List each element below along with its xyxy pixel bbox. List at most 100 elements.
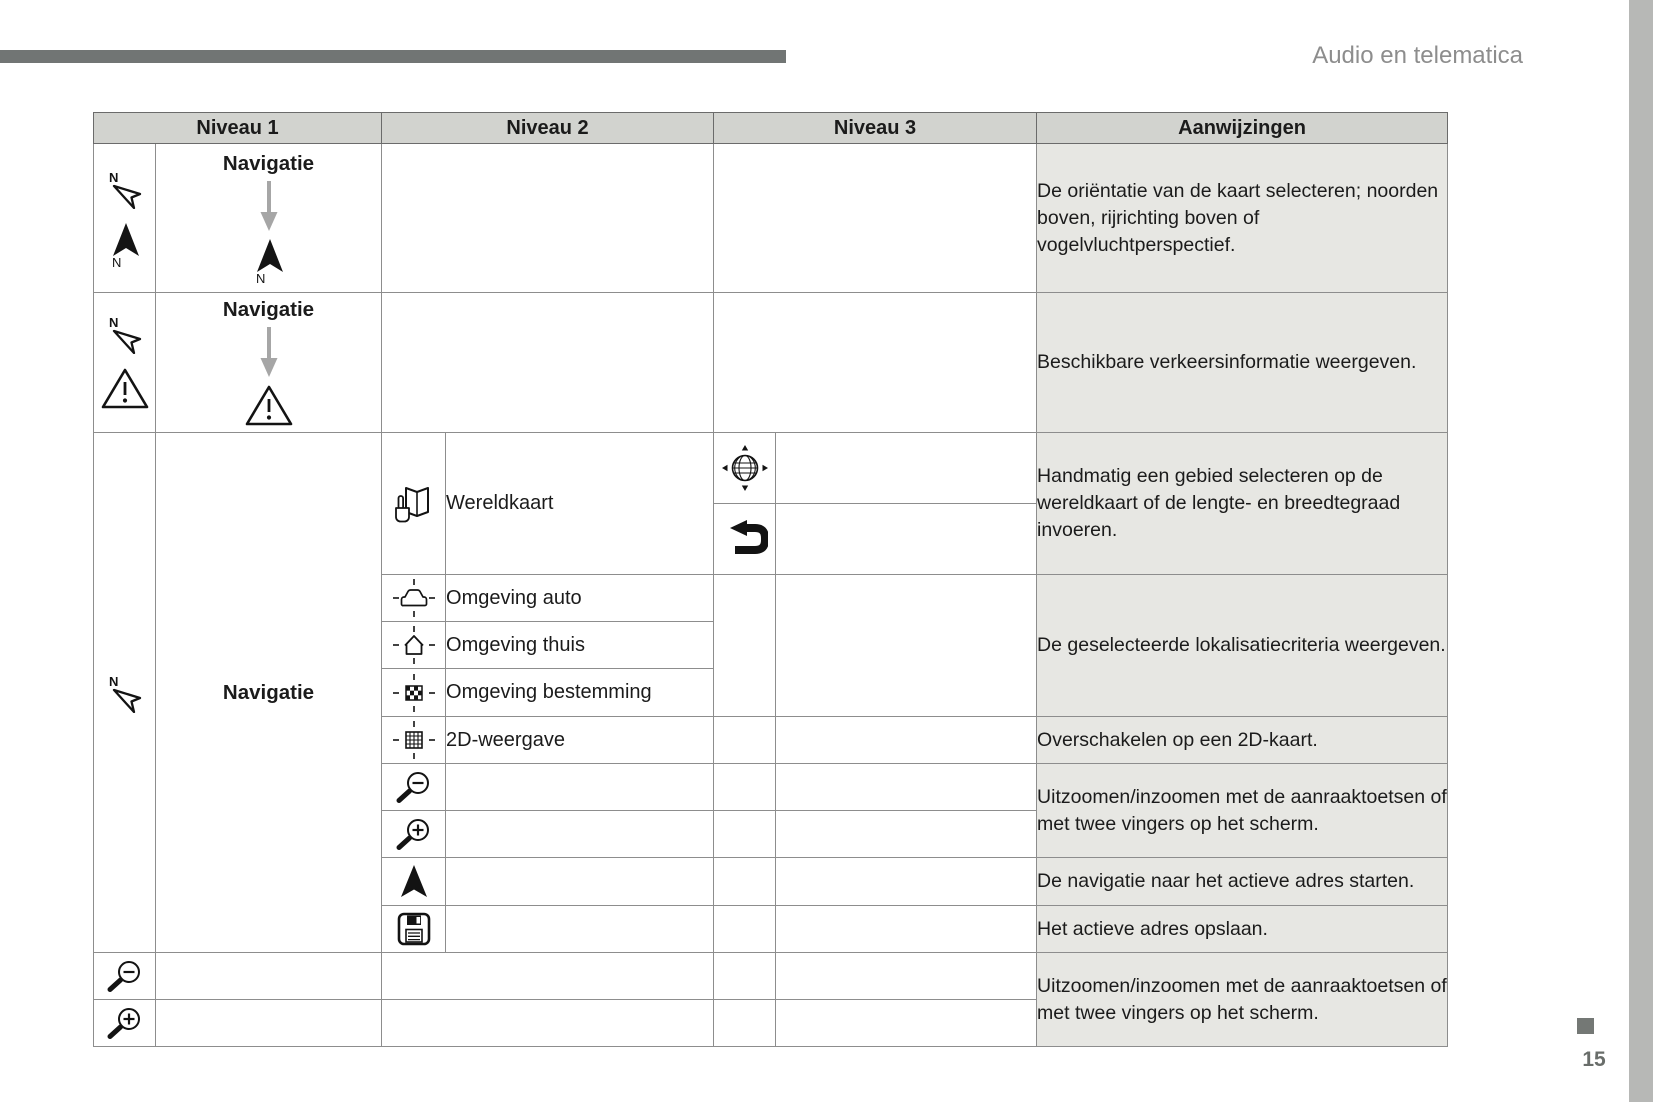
- column-header-aanwijzingen: Aanwijzingen: [1036, 112, 1449, 144]
- zoom-in-icon: [105, 1005, 145, 1041]
- empty-cell: [713, 999, 777, 1047]
- empty-cell: [775, 432, 1038, 504]
- empty-cell: [775, 503, 1038, 575]
- empty-cell: [775, 857, 1038, 906]
- table-row: Navigatie Beschikbare verkeersinformatie…: [93, 292, 1449, 433]
- niveau1-icon-cell: [93, 432, 156, 953]
- aanwijzing-text: Beschikbare verkeersinformatie weergeven…: [1036, 292, 1449, 433]
- footer-square-marker: [1577, 1018, 1594, 1034]
- warning-triangle-icon: [101, 368, 148, 409]
- zoom-out-icon: [394, 769, 434, 805]
- column-header-niveau2: Niveau 2: [381, 112, 715, 144]
- compass-heading-icon: [107, 314, 141, 354]
- niveau2-icon-cell: [381, 621, 447, 669]
- niveau2-icon-cell: [381, 763, 447, 811]
- table-row: [93, 999, 1448, 1047]
- niveau2-icon-cell: [381, 810, 447, 858]
- niveau2-icon-cell: [381, 857, 447, 906]
- table-row: Uitzoomen/inzoomen met de aanraaktoetsen…: [94, 763, 1449, 858]
- niveau1-menu-cell: Navigatie: [154, 292, 383, 433]
- aanwijzing-text: Overschakelen op een 2D-kaart.: [1036, 716, 1449, 764]
- compass-heading-icon: [107, 672, 141, 713]
- north-up-arrow-icon: [255, 239, 283, 284]
- empty-cell: [775, 952, 1038, 1000]
- niveau2-label-cell: Omgeving thuis: [445, 621, 715, 669]
- flow-down-arrow-icon: [260, 181, 277, 231]
- page-edge-strip: [1629, 0, 1653, 1102]
- empty-cell: [445, 857, 715, 906]
- empty-cell: [713, 143, 1038, 293]
- return-arrow-icon: [722, 519, 768, 559]
- column-header-niveau3: Niveau 3: [713, 112, 1038, 144]
- niveau2-label-cell: Omgeving bestemming: [445, 668, 715, 717]
- column-header-niveau1: Niveau 1: [92, 112, 383, 144]
- menu-label: Navigatie: [222, 152, 315, 175]
- table-row: 2D-weergave Overschakelen op een 2D-kaar…: [94, 716, 1449, 764]
- aanwijzing-text: De geselecteerde lokalisatiecriteria wee…: [1036, 574, 1449, 717]
- zoom-out-icon: [105, 958, 145, 994]
- start-navigation-arrow-icon: [400, 864, 427, 897]
- empty-cell: [381, 292, 715, 433]
- grid-2d-icon: [392, 719, 436, 761]
- table-row: Navigatie De oriëntatie van de kaart sel…: [93, 143, 1449, 293]
- empty-cell: [713, 905, 777, 953]
- empty-cell: [775, 763, 1038, 811]
- niveau1-menu-cell: Navigatie: [154, 143, 383, 293]
- page-number: 15: [1582, 1048, 1606, 1071]
- warning-triangle-icon: [245, 385, 292, 425]
- aanwijzing-text: De navigatie naar het actieve adres star…: [1036, 857, 1449, 906]
- empty-cell: [713, 763, 777, 811]
- world-map-hand-icon: [394, 486, 429, 522]
- niveau2-icon-cell: [381, 574, 447, 622]
- empty-cell: [713, 574, 777, 717]
- home-location-icon: [392, 624, 436, 666]
- car-location-icon: [392, 577, 436, 619]
- niveau2-icon-cell: [381, 905, 447, 953]
- niveau2-label-cell: Wereldkaart: [445, 432, 715, 575]
- empty-cell: [775, 999, 1038, 1047]
- menu-label: Navigatie: [222, 297, 315, 321]
- navigation-menu-table: Niveau 1 Niveau 2 Niveau 3 Aanwijzingen …: [92, 112, 1449, 1047]
- section-rule-bar: [0, 50, 786, 63]
- aanwijzing-text: Het actieve adres opslaan.: [1036, 905, 1449, 953]
- save-address-icon: [397, 912, 430, 946]
- niveau1-icon-cell: [93, 952, 156, 1000]
- niveau3-icon-cell: [713, 432, 777, 504]
- empty-cell: [445, 810, 715, 858]
- north-up-arrow-icon: [111, 222, 139, 268]
- niveau1-icon-cell: [93, 999, 156, 1047]
- empty-cell: [713, 292, 1038, 433]
- empty-cell: [445, 905, 715, 953]
- menu-label: Navigatie: [222, 680, 315, 704]
- empty-cell: [713, 857, 777, 906]
- niveau3-icon-cell: [713, 503, 777, 575]
- niveau2-label-cell: Omgeving auto: [445, 574, 715, 622]
- aanwijzing-text: Uitzoomen/inzoomen met de aanraaktoetsen…: [1036, 763, 1449, 858]
- empty-cell: [445, 763, 715, 811]
- empty-cell: [154, 952, 383, 1000]
- niveau2-icon-cell: [381, 668, 447, 717]
- aanwijzing-text: Handmatig een gebied selecteren op de we…: [1036, 432, 1449, 575]
- empty-cell: [713, 810, 777, 858]
- empty-cell: [154, 999, 383, 1047]
- empty-cell: [713, 716, 777, 764]
- aanwijzing-text: De oriëntatie van de kaart selecteren; n…: [1036, 143, 1449, 293]
- table-row: Omgeving bestemming: [94, 668, 1448, 717]
- destination-flag-icon: [392, 672, 436, 714]
- table-row: Navigatie Wereldkaart Handmatig een gebi…: [93, 432, 1449, 953]
- empty-cell: [713, 952, 777, 1000]
- empty-cell: [775, 905, 1038, 953]
- aanwijzing-text: Uitzoomen/inzoomen met de aanraaktoetsen…: [1036, 952, 1449, 1047]
- zoom-in-icon: [394, 816, 434, 852]
- niveau2-label-cell: 2D-weergave: [445, 716, 715, 764]
- empty-cell: [381, 143, 715, 293]
- empty-cell: [775, 716, 1038, 764]
- table-row: Omgeving auto De geselecteerde lokalisat…: [94, 574, 1449, 717]
- empty-cell: [381, 952, 715, 1000]
- niveau1-menu-cell: Navigatie: [154, 432, 383, 953]
- chapter-title: Audio en telematica: [1312, 42, 1523, 69]
- globe-pan-icon: [721, 445, 768, 491]
- compass-heading-icon: [107, 168, 141, 209]
- table-row: De navigatie naar het actieve adres star…: [94, 857, 1449, 906]
- niveau2-icon-cell: [381, 716, 447, 764]
